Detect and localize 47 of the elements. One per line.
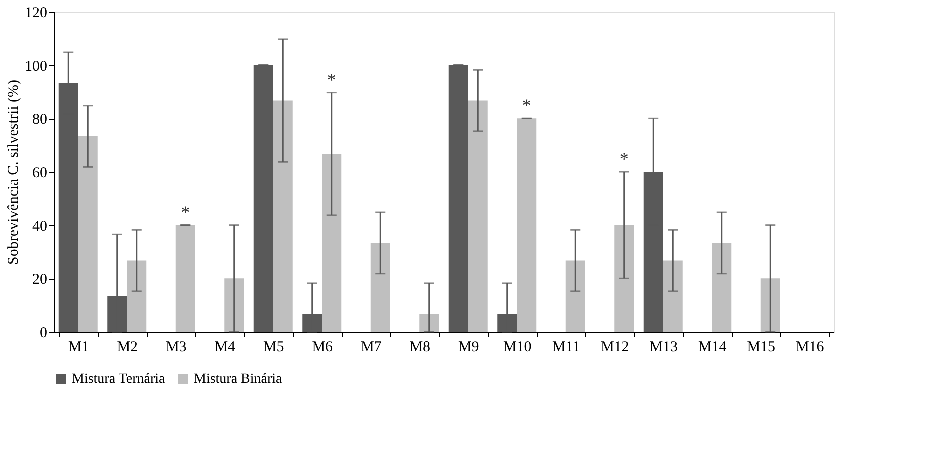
annotation: * — [620, 149, 629, 169]
y-tick-label: 40 — [32, 218, 48, 235]
bar — [322, 154, 342, 332]
y-tick-label: 60 — [32, 166, 48, 182]
x-tick-label: M8 — [410, 340, 431, 356]
bar — [420, 314, 440, 332]
legend-label: Mistura Ternária — [72, 372, 166, 387]
bar — [224, 278, 244, 332]
y-tick-label: 100 — [25, 58, 48, 75]
bar — [566, 260, 586, 332]
bar — [448, 65, 468, 332]
x-tick-label: M7 — [360, 340, 382, 356]
x-tick-label: M1 — [68, 340, 90, 356]
bar — [663, 260, 683, 332]
x-tick-label: M16 — [796, 340, 825, 356]
bar — [614, 225, 634, 332]
bar — [176, 225, 196, 332]
x-tick-label: M14 — [698, 340, 728, 356]
y-tick-label: 20 — [32, 272, 48, 288]
bar — [127, 260, 147, 332]
x-tick-label: M2 — [117, 340, 138, 356]
x-tick-label: M11 — [552, 340, 580, 356]
x-tick-label: M10 — [503, 340, 532, 356]
x-tick-label: M6 — [312, 340, 334, 356]
x-tick-label: M4 — [214, 340, 236, 356]
x-tick-label: M12 — [600, 340, 630, 356]
annotation: * — [327, 70, 336, 90]
bar — [254, 65, 274, 332]
annotation: * — [181, 202, 190, 222]
x-tick-label: M3 — [166, 340, 187, 356]
bar — [712, 243, 732, 332]
x-tick-label: M9 — [458, 340, 480, 356]
x-tick-label: M5 — [263, 340, 284, 356]
bar — [370, 243, 390, 332]
y-axis-title: Sobrevivência C. silvestrii (%) — [6, 80, 22, 265]
bar — [273, 100, 293, 332]
bar — [760, 278, 780, 332]
y-tick-label: 120 — [25, 6, 48, 22]
bar — [468, 100, 488, 332]
x-tick-label: M15 — [747, 340, 776, 356]
annotation: * — [522, 96, 532, 116]
legend-label: Mistura Binária — [194, 372, 284, 387]
x-tick-label: M13 — [650, 340, 678, 356]
bar — [78, 136, 98, 332]
y-tick-label: 80 — [32, 112, 48, 128]
bar — [517, 118, 537, 332]
y-tick-label: 0 — [40, 326, 48, 342]
